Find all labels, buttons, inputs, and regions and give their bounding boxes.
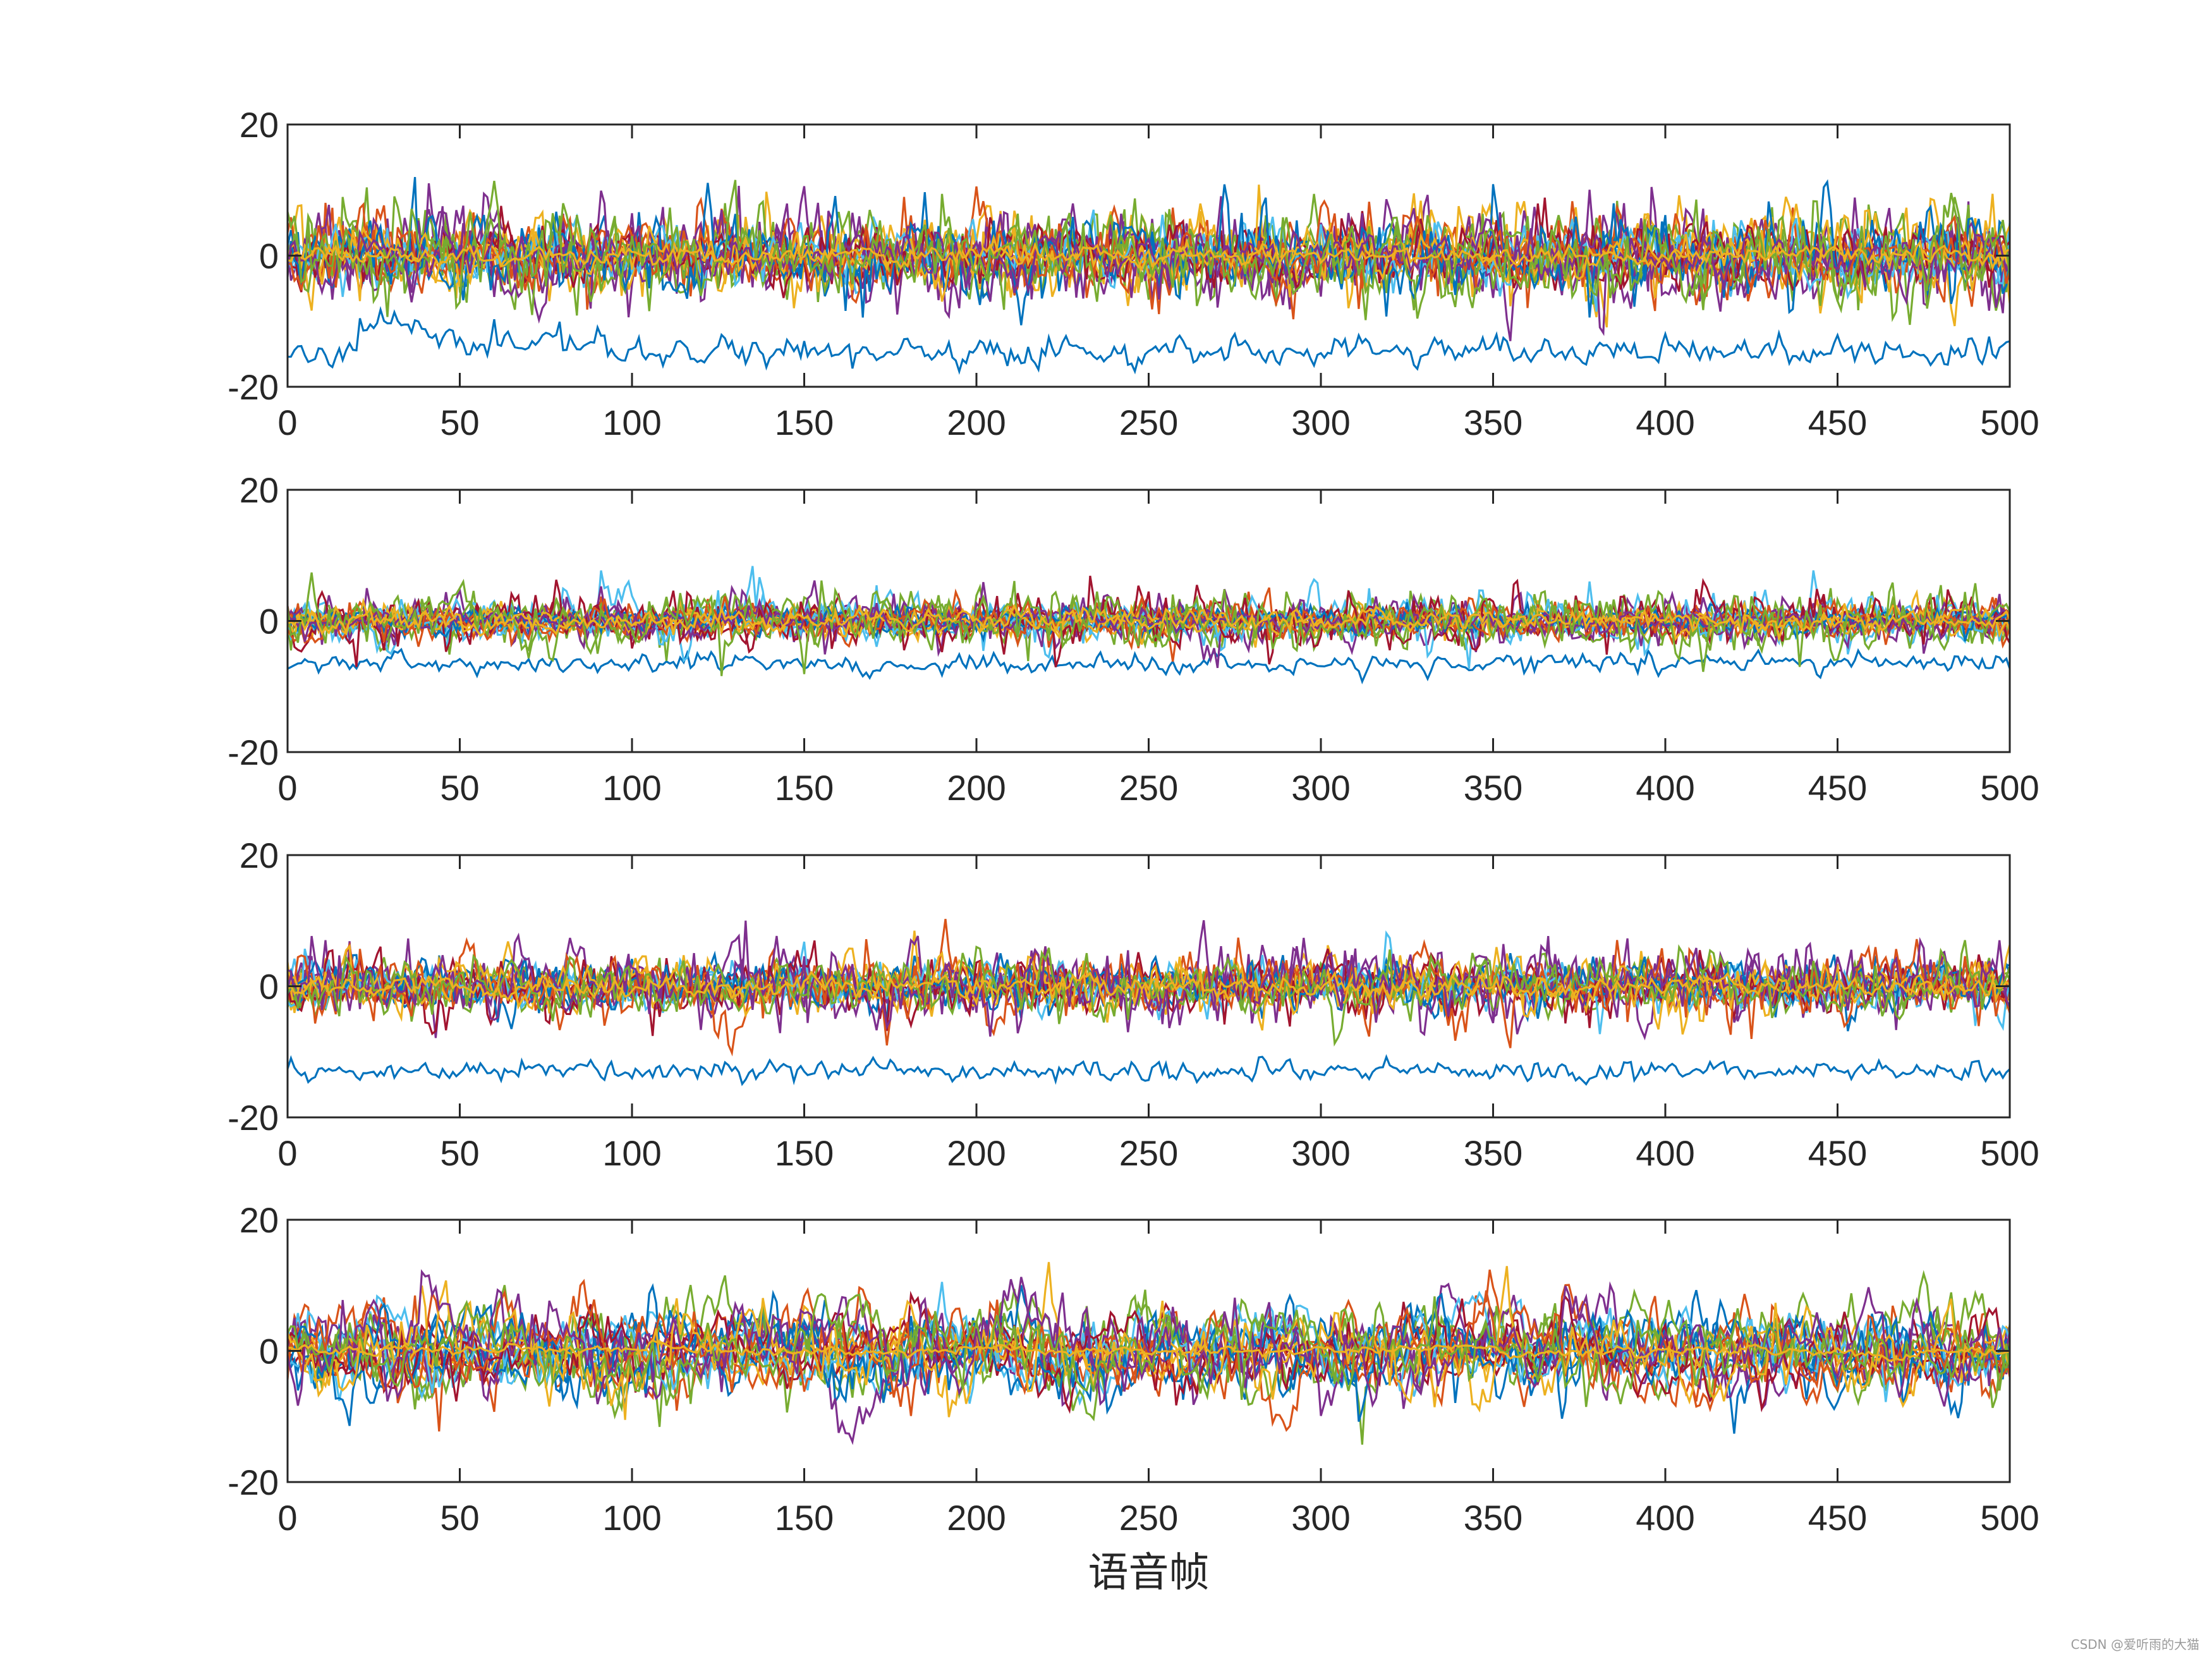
series-line-17 [288, 944, 2010, 1031]
series-line-19 [288, 179, 2010, 319]
y-tick-label: 0 [259, 602, 279, 641]
series-line-16 [288, 594, 2010, 648]
x-tick-label: 150 [775, 403, 834, 442]
x-tick-label: 350 [1464, 768, 1522, 808]
y-tick-label: 20 [240, 836, 279, 875]
series-line-1 [288, 306, 2010, 375]
x-tick-label: 350 [1464, 403, 1522, 442]
y-tick-label: 0 [259, 236, 279, 276]
y-tick-label: 0 [259, 1332, 279, 1371]
y-tick-label: -20 [228, 1462, 279, 1502]
x-tick-label: 100 [602, 768, 661, 808]
x-tick-label: 0 [277, 1498, 297, 1538]
x-axis-label: 语音帧 [1088, 1550, 1210, 1596]
series-line-20 [288, 603, 2010, 643]
x-tick-label: 350 [1464, 1498, 1522, 1538]
y-tick-label: 20 [240, 470, 279, 510]
x-tick-label: 400 [1636, 768, 1694, 808]
x-tick-label: 300 [1291, 1498, 1350, 1538]
y-tick-label: 0 [259, 967, 279, 1007]
x-tick-label: 250 [1119, 1133, 1178, 1173]
x-tick-label: 500 [1980, 1498, 2039, 1538]
y-tick-label: -20 [228, 732, 279, 772]
x-tick-label: 500 [1980, 403, 2039, 442]
x-tick-label: 400 [1636, 403, 1694, 442]
y-tick-label: 20 [240, 1200, 279, 1240]
x-tick-label: 0 [277, 1133, 297, 1173]
watermark: CSDN @爱听雨的大猫 [2070, 1637, 2199, 1652]
x-tick-label: 0 [277, 403, 297, 442]
series-line-19 [288, 940, 2010, 1047]
y-tick-label: 20 [240, 105, 279, 145]
series-line-20 [288, 1339, 2010, 1362]
x-tick-label: 150 [775, 1498, 834, 1538]
x-tick-label: 450 [1808, 1133, 1867, 1173]
x-tick-label: 250 [1119, 403, 1178, 442]
y-tick-label: -20 [228, 367, 279, 407]
x-tick-label: 50 [440, 403, 479, 442]
series-line-1 [288, 1054, 2010, 1086]
x-tick-label: 50 [440, 768, 479, 808]
x-tick-label: 0 [277, 768, 297, 808]
x-tick-label: 200 [947, 1133, 1006, 1173]
series-line-12 [288, 1270, 2010, 1421]
x-tick-label: 150 [775, 1133, 834, 1173]
series-line-1 [288, 647, 2010, 684]
x-tick-label: 200 [947, 403, 1006, 442]
x-tick-label: 400 [1636, 1133, 1694, 1173]
series-line-20 [288, 970, 2010, 1004]
series-group [288, 177, 2010, 375]
x-tick-label: 200 [947, 1498, 1006, 1538]
x-tick-label: 450 [1808, 403, 1867, 442]
x-tick-label: 450 [1808, 1498, 1867, 1538]
x-tick-label: 150 [775, 768, 834, 808]
x-tick-label: 50 [440, 1133, 479, 1173]
series-group [288, 566, 2010, 684]
x-tick-label: 300 [1291, 403, 1350, 442]
series-line-19 [288, 1292, 2010, 1407]
x-tick-label: 250 [1119, 768, 1178, 808]
series-group [288, 918, 2010, 1086]
x-tick-label: 500 [1980, 1133, 2039, 1173]
x-tick-label: 500 [1980, 768, 2039, 808]
x-tick-label: 400 [1636, 1498, 1694, 1538]
x-tick-label: 100 [602, 403, 661, 442]
x-tick-label: 300 [1291, 1133, 1350, 1173]
series-line-17 [288, 1261, 2010, 1420]
series-line-20 [288, 239, 2010, 270]
x-tick-label: 250 [1119, 1498, 1178, 1538]
y-tick-label: -20 [228, 1098, 279, 1138]
series-line-15 [288, 1292, 2010, 1426]
x-tick-label: 100 [602, 1498, 661, 1538]
x-tick-label: 350 [1464, 1133, 1522, 1173]
x-tick-label: 300 [1291, 768, 1350, 808]
x-tick-label: 450 [1808, 768, 1867, 808]
x-tick-label: 50 [440, 1498, 479, 1538]
x-tick-label: 200 [947, 768, 1006, 808]
series-line-18 [288, 920, 2010, 1037]
x-tick-label: 100 [602, 1133, 661, 1173]
series-group [288, 1261, 2010, 1445]
